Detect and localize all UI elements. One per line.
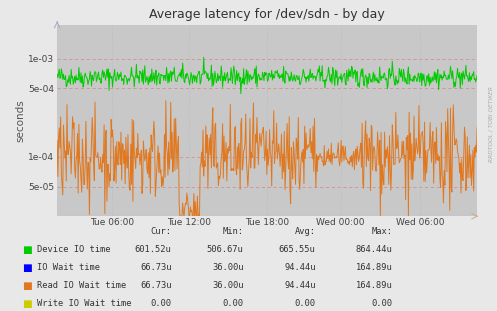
Text: ■: ■ bbox=[22, 245, 32, 255]
Y-axis label: seconds: seconds bbox=[15, 99, 25, 142]
Text: ■: ■ bbox=[22, 281, 32, 291]
Text: 0.00: 0.00 bbox=[151, 299, 171, 308]
Text: Read IO Wait time: Read IO Wait time bbox=[37, 281, 127, 290]
Text: 36.00u: 36.00u bbox=[212, 281, 244, 290]
Text: 94.44u: 94.44u bbox=[284, 281, 316, 290]
Title: Average latency for /dev/sdn - by day: Average latency for /dev/sdn - by day bbox=[149, 8, 385, 21]
Text: Min:: Min: bbox=[223, 227, 244, 236]
Text: Write IO Wait time: Write IO Wait time bbox=[37, 299, 132, 308]
Text: IO Wait time: IO Wait time bbox=[37, 263, 100, 272]
Text: 601.52u: 601.52u bbox=[135, 245, 171, 254]
Text: Device IO time: Device IO time bbox=[37, 245, 111, 254]
Text: Avg:: Avg: bbox=[295, 227, 316, 236]
Text: 94.44u: 94.44u bbox=[284, 263, 316, 272]
Text: ■: ■ bbox=[22, 263, 32, 273]
Text: 0.00: 0.00 bbox=[223, 299, 244, 308]
Text: 665.55u: 665.55u bbox=[279, 245, 316, 254]
Text: ■: ■ bbox=[22, 299, 32, 309]
Text: 164.89u: 164.89u bbox=[356, 281, 393, 290]
Text: 864.44u: 864.44u bbox=[356, 245, 393, 254]
Text: 0.00: 0.00 bbox=[295, 299, 316, 308]
Text: 164.89u: 164.89u bbox=[356, 263, 393, 272]
Text: 36.00u: 36.00u bbox=[212, 263, 244, 272]
Text: 506.67u: 506.67u bbox=[207, 245, 244, 254]
Text: RRDTOOL / TOBI OETIKER: RRDTOOL / TOBI OETIKER bbox=[488, 86, 493, 162]
Text: 0.00: 0.00 bbox=[372, 299, 393, 308]
Text: 66.73u: 66.73u bbox=[140, 263, 171, 272]
Text: Max:: Max: bbox=[372, 227, 393, 236]
Text: Cur:: Cur: bbox=[151, 227, 171, 236]
Text: 66.73u: 66.73u bbox=[140, 281, 171, 290]
